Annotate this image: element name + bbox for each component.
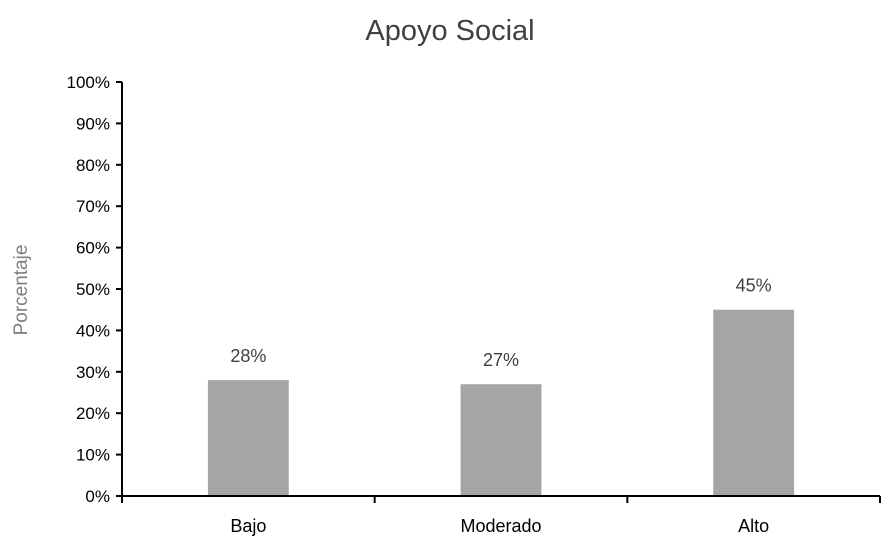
y-tick-label: 20% [76,404,110,423]
x-tick-label: Bajo [230,516,266,536]
y-tick-label: 50% [76,280,110,299]
y-tick-label: 70% [76,197,110,216]
y-axis-label: Porcentaje [11,245,32,336]
data-label: 28% [230,346,266,366]
y-tick-label: 10% [76,446,110,465]
data-label: 27% [483,350,519,370]
bar-alto [713,309,795,496]
data-labels-group: 28% 27% 45% [230,276,771,371]
chart-title: Apoyo Social [365,15,534,47]
bar-moderado [460,384,542,496]
x-tick-label: Moderado [460,516,541,536]
y-axis: 0% 10% 20% 30% 40% 50% 60% 70% 80% 90% 100% [67,73,123,506]
data-label: 45% [736,276,772,296]
y-tick-label: 40% [76,321,110,340]
bars-group [207,309,795,496]
y-tick-label: 60% [76,239,110,258]
y-tick-label: 80% [76,156,110,175]
y-tick-label: 30% [76,363,110,382]
x-tick-label: Alto [738,516,769,536]
y-tick-label: 100% [67,73,110,92]
x-axis: Bajo Moderado Alto [121,495,881,536]
y-tick-label: 90% [76,114,110,133]
bar-bajo [207,380,289,496]
y-tick-label: 0% [85,487,110,506]
